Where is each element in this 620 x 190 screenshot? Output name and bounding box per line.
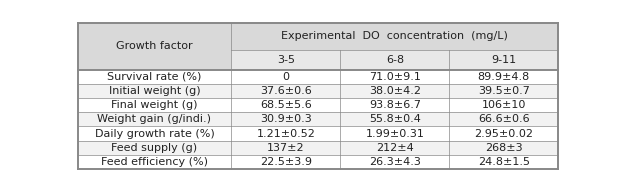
Text: Weight gain (g/indi.): Weight gain (g/indi.) bbox=[97, 114, 211, 124]
Text: 71.0±9.1: 71.0±9.1 bbox=[369, 72, 421, 82]
Text: 30.9±0.3: 30.9±0.3 bbox=[260, 114, 312, 124]
Text: 66.6±0.6: 66.6±0.6 bbox=[478, 114, 529, 124]
Text: Survival rate (%): Survival rate (%) bbox=[107, 72, 202, 82]
Text: Experimental  DO  concentration  (mg/L): Experimental DO concentration (mg/L) bbox=[281, 31, 508, 41]
Text: 93.8±6.7: 93.8±6.7 bbox=[369, 100, 421, 110]
Text: Initial weight (g): Initial weight (g) bbox=[108, 86, 200, 96]
Bar bbox=[340, 112, 450, 127]
Bar bbox=[78, 141, 231, 155]
Bar bbox=[450, 98, 558, 112]
Text: Daily growth rate (%): Daily growth rate (%) bbox=[94, 129, 215, 139]
Text: 55.8±0.4: 55.8±0.4 bbox=[369, 114, 421, 124]
Text: 68.5±5.6: 68.5±5.6 bbox=[260, 100, 312, 110]
Bar bbox=[231, 50, 340, 70]
Text: 268±3: 268±3 bbox=[485, 143, 523, 153]
Bar bbox=[78, 127, 231, 141]
Bar bbox=[340, 155, 450, 169]
Bar bbox=[450, 127, 558, 141]
Text: 37.6±0.6: 37.6±0.6 bbox=[260, 86, 312, 96]
Text: Feed supply (g): Feed supply (g) bbox=[112, 143, 197, 153]
Text: 137±2: 137±2 bbox=[267, 143, 304, 153]
Bar bbox=[78, 155, 231, 169]
Text: 22.5±3.9: 22.5±3.9 bbox=[260, 157, 312, 167]
Text: 26.3±4.3: 26.3±4.3 bbox=[369, 157, 421, 167]
Text: 6-8: 6-8 bbox=[386, 55, 404, 65]
Bar bbox=[340, 98, 450, 112]
Text: 0: 0 bbox=[282, 72, 290, 82]
Bar bbox=[450, 84, 558, 98]
Bar bbox=[78, 98, 231, 112]
Bar bbox=[231, 141, 340, 155]
Bar bbox=[231, 98, 340, 112]
Bar bbox=[231, 84, 340, 98]
Text: 38.0±4.2: 38.0±4.2 bbox=[369, 86, 421, 96]
Bar bbox=[340, 70, 450, 84]
Bar bbox=[231, 70, 340, 84]
Bar bbox=[340, 141, 450, 155]
Bar bbox=[231, 23, 558, 50]
Text: 89.9±4.8: 89.9±4.8 bbox=[477, 72, 530, 82]
Bar bbox=[78, 70, 231, 84]
Bar bbox=[231, 155, 340, 169]
Bar bbox=[450, 50, 558, 70]
Bar bbox=[78, 84, 231, 98]
Text: 1.99±0.31: 1.99±0.31 bbox=[365, 129, 424, 139]
Text: 106±10: 106±10 bbox=[482, 100, 526, 110]
Text: 39.5±0.7: 39.5±0.7 bbox=[478, 86, 529, 96]
Bar bbox=[450, 70, 558, 84]
Text: Growth factor: Growth factor bbox=[116, 41, 193, 51]
Bar bbox=[231, 127, 340, 141]
Bar bbox=[450, 155, 558, 169]
Bar bbox=[231, 112, 340, 127]
Text: 1.21±0.52: 1.21±0.52 bbox=[256, 129, 315, 139]
Text: Final weight (g): Final weight (g) bbox=[111, 100, 198, 110]
Bar bbox=[78, 23, 231, 70]
Text: 9-11: 9-11 bbox=[491, 55, 516, 65]
Bar bbox=[340, 127, 450, 141]
Bar bbox=[340, 50, 450, 70]
Text: 24.8±1.5: 24.8±1.5 bbox=[477, 157, 529, 167]
Bar bbox=[78, 112, 231, 127]
Text: 212±4: 212±4 bbox=[376, 143, 414, 153]
Bar bbox=[450, 141, 558, 155]
Bar bbox=[340, 84, 450, 98]
Text: Feed efficiency (%): Feed efficiency (%) bbox=[101, 157, 208, 167]
Text: 2.95±0.02: 2.95±0.02 bbox=[474, 129, 533, 139]
Text: 3-5: 3-5 bbox=[277, 55, 294, 65]
Bar bbox=[450, 112, 558, 127]
